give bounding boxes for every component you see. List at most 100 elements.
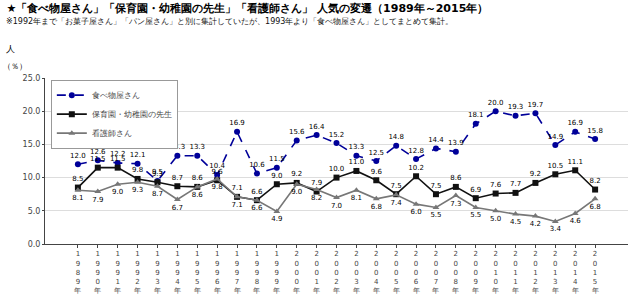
svg-text:7.6: 7.6	[490, 181, 502, 189]
svg-text:1991年: 1991年	[114, 250, 121, 294]
svg-text:※1992年まで「お菓子屋さん」「パン屋さん」と別に集計して: ※1992年まで「お菓子屋さん」「パン屋さん」と別に集計していたが、1993年よ…	[6, 17, 453, 26]
svg-text:2011年: 2011年	[512, 250, 519, 294]
svg-text:1999年: 1999年	[273, 250, 280, 294]
svg-text:2004年: 2004年	[373, 250, 380, 294]
svg-text:6.6: 6.6	[251, 188, 263, 196]
svg-text:15.6: 15.6	[289, 128, 305, 136]
svg-text:7.9: 7.9	[311, 179, 322, 187]
svg-text:3.4: 3.4	[550, 225, 562, 233]
svg-text:8.6: 8.6	[192, 174, 204, 182]
svg-text:9.0: 9.0	[291, 188, 302, 196]
svg-text:人: 人	[6, 44, 15, 54]
svg-text:10.6: 10.6	[249, 161, 265, 169]
svg-text:8.7: 8.7	[172, 174, 183, 182]
svg-text:11.1: 11.1	[567, 158, 583, 166]
svg-text:19.7: 19.7	[528, 101, 544, 109]
svg-text:6.7: 6.7	[172, 204, 183, 212]
svg-text:10.0: 10.0	[329, 165, 345, 173]
svg-text:1992年: 1992年	[134, 250, 141, 294]
svg-text:5.5: 5.5	[430, 211, 441, 219]
svg-text:2001年: 2001年	[313, 250, 320, 294]
svg-text:20.0: 20.0	[488, 99, 504, 107]
svg-text:1990年: 1990年	[94, 250, 101, 294]
svg-text:9.6: 9.6	[212, 168, 224, 176]
svg-text:12.6: 12.6	[90, 148, 106, 156]
svg-text:9.2: 9.2	[530, 170, 541, 178]
svg-text:2009年: 2009年	[472, 250, 479, 294]
svg-text:9.3: 9.3	[132, 186, 143, 194]
svg-text:8.6: 8.6	[192, 191, 204, 199]
svg-text:12.8: 12.8	[408, 147, 424, 155]
svg-text:食べ物屋さん: 食べ物屋さん	[92, 91, 140, 100]
svg-text:7.1: 7.1	[231, 201, 242, 209]
svg-text:7.7: 7.7	[510, 180, 521, 188]
svg-text:14.9: 14.9	[548, 133, 564, 141]
svg-text:4.9: 4.9	[271, 215, 282, 223]
svg-text:4.2: 4.2	[530, 220, 541, 228]
svg-text:13.3: 13.3	[189, 143, 205, 151]
svg-text:5.0: 5.0	[28, 207, 41, 216]
svg-text:7.1: 7.1	[231, 184, 242, 192]
svg-text:9.0: 9.0	[112, 188, 123, 196]
svg-text:14.8: 14.8	[388, 133, 404, 141]
svg-text:7.3: 7.3	[450, 200, 461, 208]
svg-text:13.9: 13.9	[448, 139, 464, 147]
svg-text:11.0: 11.0	[349, 158, 365, 166]
svg-text:6.6: 6.6	[251, 204, 263, 212]
svg-text:7.5: 7.5	[430, 182, 441, 190]
svg-text:保育園・幼稚園の先生: 保育園・幼稚園の先生	[92, 110, 172, 119]
svg-text:13.3: 13.3	[349, 143, 365, 151]
svg-text:8.5: 8.5	[72, 175, 83, 183]
svg-text:12.0: 12.0	[70, 152, 86, 160]
svg-text:8.2: 8.2	[311, 194, 322, 202]
svg-text:8.2: 8.2	[590, 177, 601, 185]
svg-text:2002年: 2002年	[333, 250, 340, 294]
svg-text:20.0: 20.0	[23, 107, 41, 116]
svg-text:1993年: 1993年	[154, 250, 161, 294]
svg-text:9.8: 9.8	[212, 183, 223, 191]
svg-text:1989年: 1989年	[74, 250, 81, 294]
svg-text:5.0: 5.0	[490, 215, 501, 223]
svg-text:6.8: 6.8	[371, 203, 382, 211]
svg-text:1998年: 1998年	[253, 250, 260, 294]
svg-text:1996年: 1996年	[214, 250, 221, 294]
svg-text:6.0: 6.0	[410, 208, 421, 216]
svg-text:5.5: 5.5	[470, 211, 481, 219]
svg-text:7.5: 7.5	[391, 182, 402, 190]
svg-text:8.6: 8.6	[450, 174, 462, 182]
svg-text:2007年: 2007年	[432, 250, 439, 294]
svg-text:6.9: 6.9	[470, 186, 481, 194]
svg-text:2013年: 2013年	[552, 250, 559, 294]
svg-text:10.2: 10.2	[408, 164, 424, 172]
svg-text:1997年: 1997年	[234, 250, 241, 294]
svg-text:19.3: 19.3	[508, 103, 524, 111]
svg-text:15.8: 15.8	[587, 127, 603, 135]
svg-text:8.1: 8.1	[72, 194, 83, 202]
svg-text:2006年: 2006年	[413, 250, 420, 294]
svg-text:2000年: 2000年	[293, 250, 300, 294]
svg-text:2014年: 2014年	[572, 250, 579, 294]
svg-text:9.3: 9.3	[152, 170, 163, 178]
svg-text:1994年: 1994年	[174, 250, 181, 294]
svg-text:（％）: （％）	[3, 62, 27, 71]
svg-text:11.5: 11.5	[269, 155, 285, 163]
svg-text:9.0: 9.0	[271, 172, 282, 180]
svg-text:2005年: 2005年	[393, 250, 400, 294]
svg-text:12.1: 12.1	[130, 151, 146, 159]
svg-text:9.5: 9.5	[152, 168, 163, 176]
svg-text:7.4: 7.4	[391, 199, 403, 207]
svg-text:12.5: 12.5	[368, 149, 384, 157]
svg-text:2003年: 2003年	[353, 250, 360, 294]
svg-text:12.2: 12.2	[110, 150, 126, 158]
svg-text:9.2: 9.2	[291, 170, 302, 178]
svg-text:2010年: 2010年	[492, 250, 499, 294]
svg-text:25.0: 25.0	[23, 74, 41, 83]
svg-text:★「食べ物屋さん」「保育園・幼稚園の先生」「看護師さん」 人: ★「食べ物屋さん」「保育園・幼稚園の先生」「看護師さん」 人気の変遷（1989年…	[6, 2, 488, 15]
svg-text:14.4: 14.4	[428, 136, 444, 144]
svg-text:2012年: 2012年	[532, 250, 539, 294]
svg-text:8.7: 8.7	[152, 190, 163, 198]
svg-text:10.4: 10.4	[209, 162, 225, 170]
svg-text:16.9: 16.9	[229, 119, 245, 127]
svg-text:16.9: 16.9	[567, 119, 583, 127]
svg-text:看護師さん: 看護師さん	[92, 129, 132, 138]
